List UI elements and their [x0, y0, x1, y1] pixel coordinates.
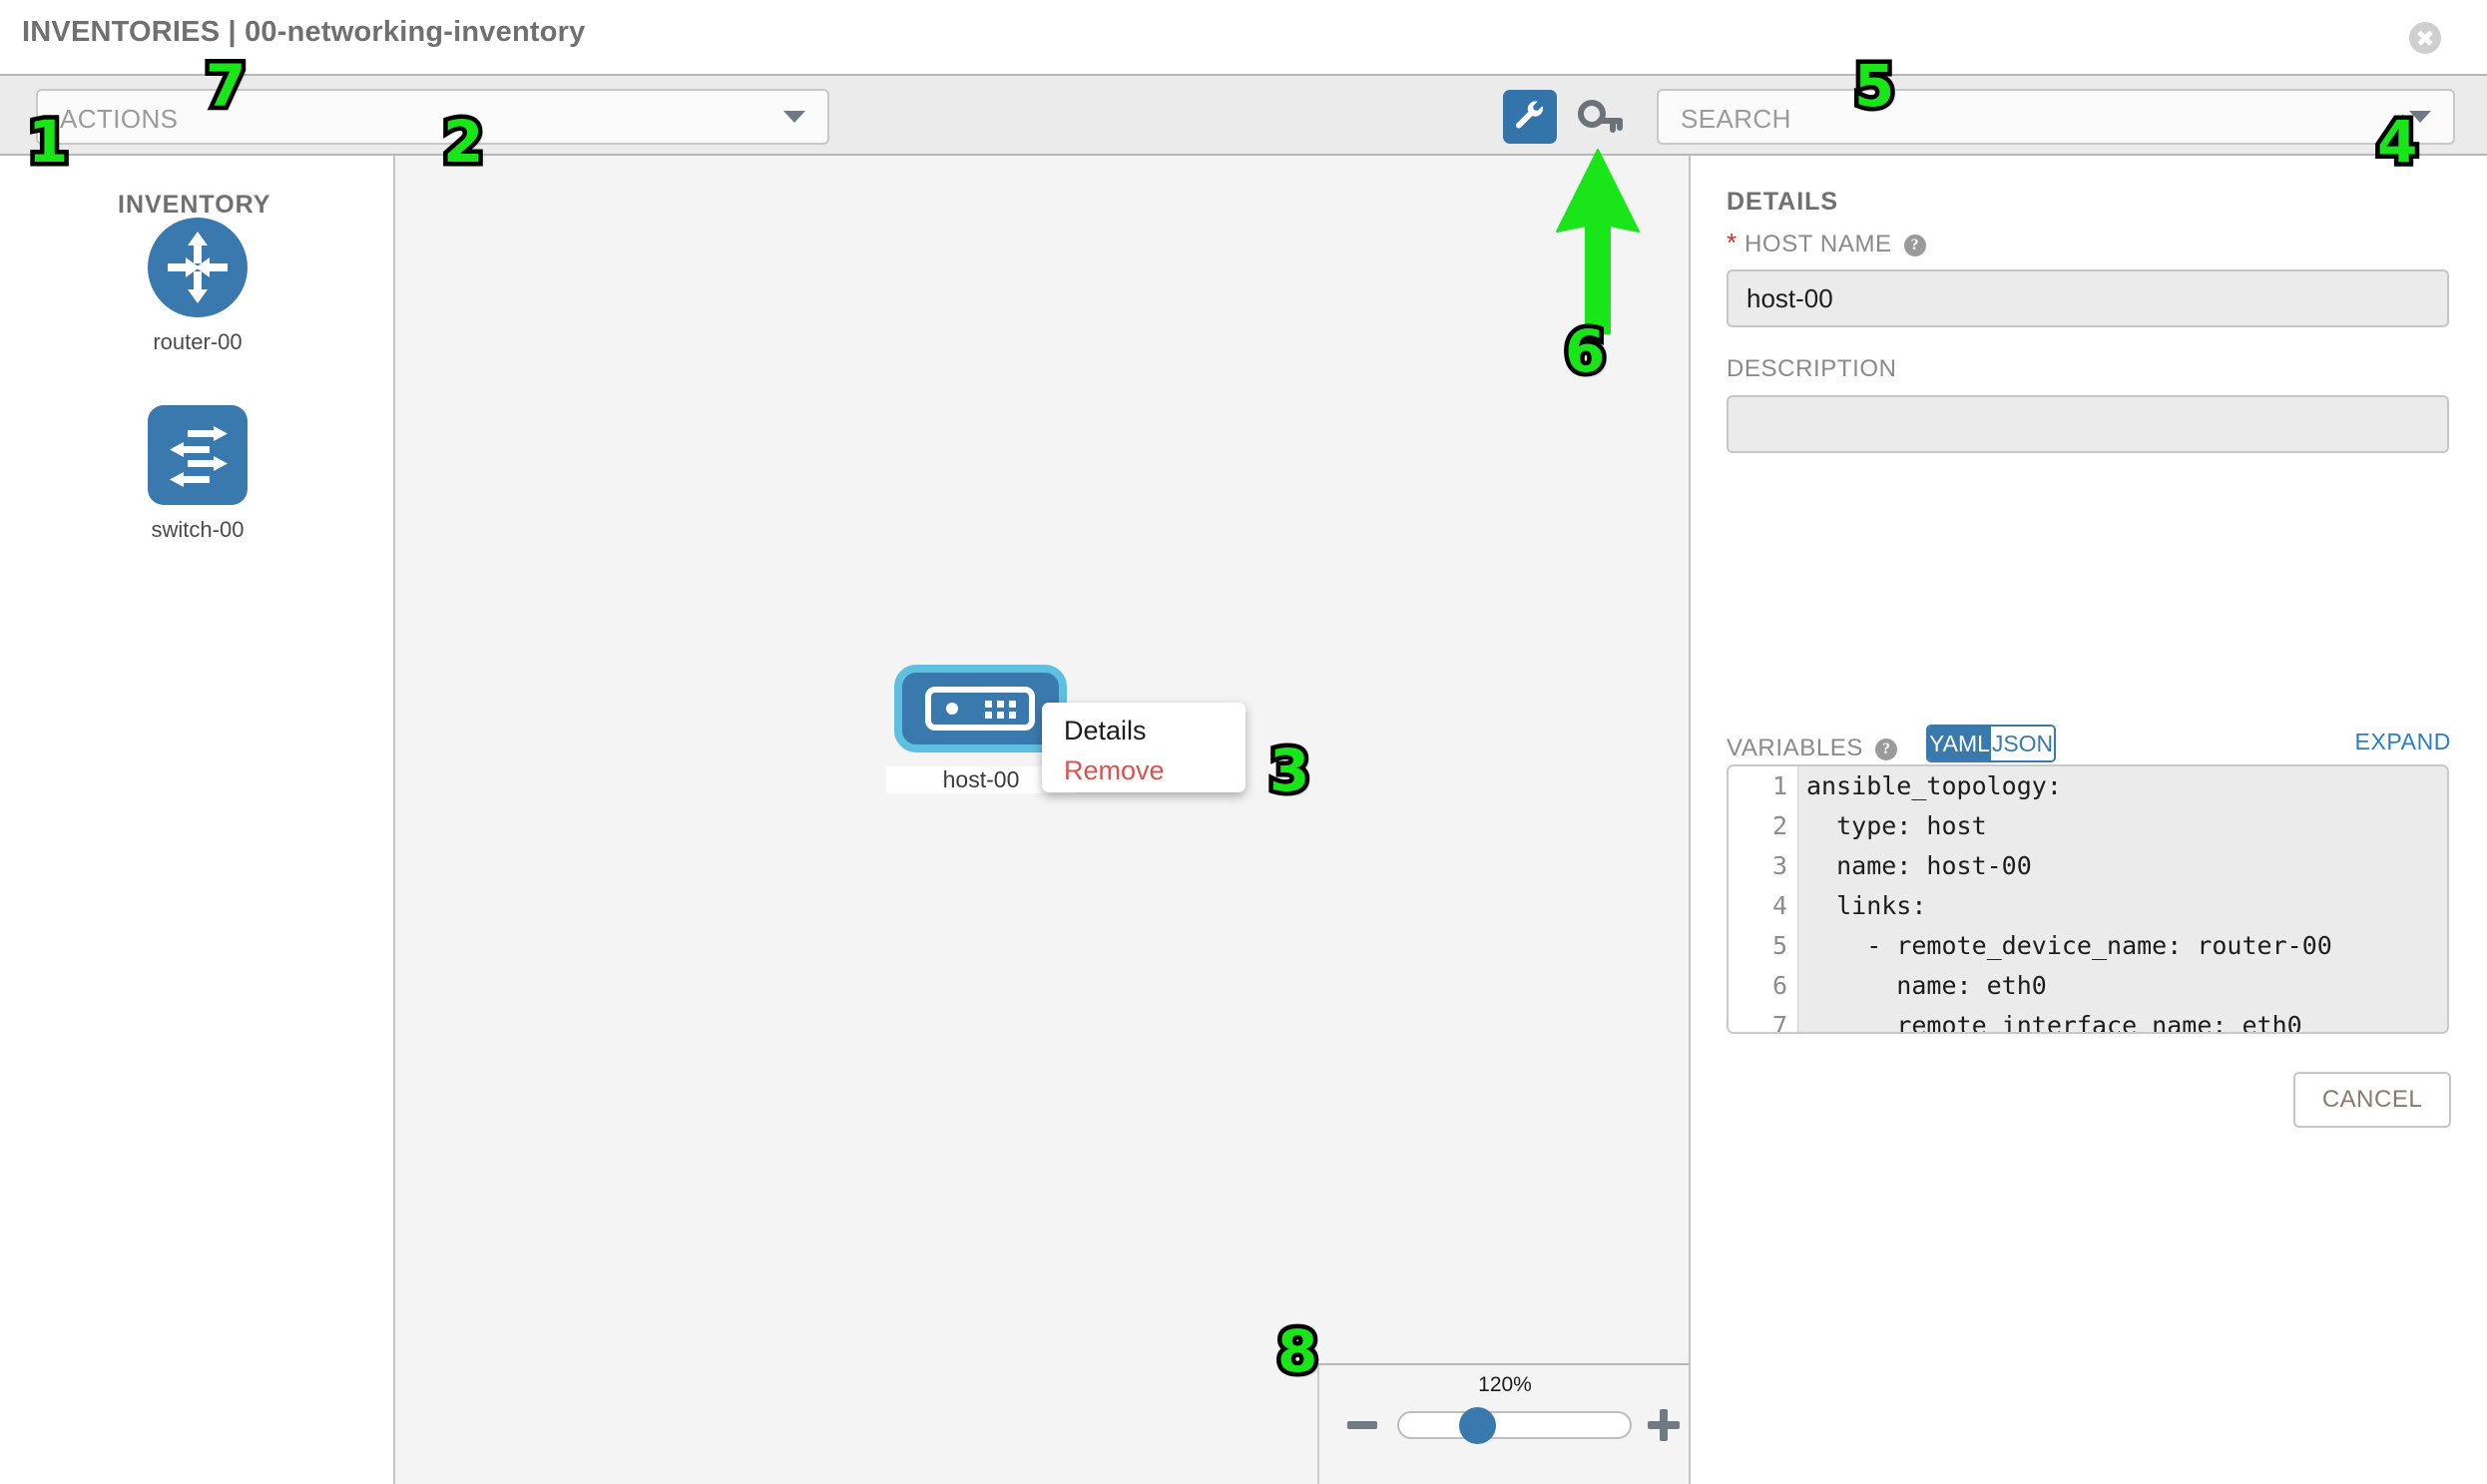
question-mark-icon[interactable]: ? [1903, 235, 1926, 256]
chevron-down-icon [783, 111, 805, 123]
expand-link[interactable]: EXPAND [2354, 729, 2451, 754]
details-panel: DETAILS * HOST NAME ? host-00 DESCRIPTIO… [1689, 156, 2487, 1484]
host-name-label-text: HOST NAME [1744, 231, 1892, 257]
host-name-field[interactable]: host-00 [1727, 269, 2449, 327]
actions-dropdown-label: ACTIONS [60, 104, 179, 134]
zoom-control-panel: 120% [1317, 1363, 1689, 1484]
inventory-heading: INVENTORY [118, 191, 271, 219]
line-number: 1 [1771, 771, 1787, 800]
code-line: type: host [1806, 811, 1987, 840]
code-line: ansible_topology: [1806, 771, 2062, 800]
page-title: INVENTORIES | 00-networking-inventory [22, 16, 586, 48]
required-asterisk: * [1727, 228, 1738, 257]
switch-icon [148, 405, 248, 505]
zoom-slider-thumb[interactable] [1459, 1407, 1496, 1444]
code-line: name: eth0 [1806, 971, 2047, 1000]
description-field[interactable] [1727, 395, 2449, 453]
details-heading: DETAILS [1727, 188, 1839, 216]
line-number: 7 [1771, 1011, 1787, 1034]
question-mark-icon[interactable]: ? [1875, 739, 1898, 760]
server-icon [925, 687, 1035, 731]
canvas-node-host[interactable] [894, 665, 1067, 752]
description-label: DESCRIPTION [1727, 355, 1897, 382]
variables-label-text: VARIABLES [1727, 735, 1864, 761]
key-icon[interactable] [1575, 92, 1627, 142]
editor-code-content[interactable]: ansible_topology: type: host name: host-… [1798, 766, 2447, 1032]
context-menu-item-remove[interactable]: Remove [1064, 755, 1165, 785]
zoom-out-button[interactable] [1347, 1421, 1377, 1429]
format-option-json[interactable]: JSON [1991, 727, 2054, 760]
line-number: 3 [1771, 851, 1787, 880]
wrench-icon[interactable] [1503, 90, 1557, 144]
window-title-bar: INVENTORIES | 00-networking-inventory [0, 0, 2487, 74]
code-line: name: host-00 [1806, 851, 2032, 880]
search-input[interactable]: SEARCH [1657, 89, 2455, 145]
code-line: remote_interface_name: eth0 [1806, 1011, 2302, 1034]
host-name-label: * HOST NAME ? [1727, 228, 1926, 258]
close-icon[interactable] [2409, 22, 2441, 54]
variables-label: VARIABLES ? [1727, 735, 1898, 762]
zoom-in-button[interactable] [1648, 1409, 1680, 1441]
actions-dropdown[interactable]: ACTIONS [36, 89, 829, 145]
node-context-menu: Details Remove [1042, 703, 1245, 792]
router-icon [148, 218, 248, 317]
search-placeholder: SEARCH [1681, 104, 1791, 134]
palette-item-label: switch-00 [151, 517, 245, 542]
line-number: 2 [1771, 811, 1787, 840]
variables-format-toggle: YAML JSON [1926, 725, 2056, 762]
palette-item-router[interactable]: router-00 [0, 218, 395, 417]
line-number: 4 [1771, 891, 1787, 920]
palette-item-switch[interactable]: switch-00 [0, 405, 395, 605]
editor-line-numbers: 1 2 3 4 5 6 7 [1729, 766, 1798, 1032]
inventory-panel: INVENTORY router-00 [0, 156, 395, 1484]
code-line: links: [1806, 891, 1927, 920]
line-number: 6 [1771, 971, 1787, 1000]
cancel-button[interactable]: CANCEL [2293, 1072, 2451, 1128]
zoom-level-label: 120% [1478, 1373, 1532, 1396]
chevron-down-icon[interactable] [2409, 111, 2431, 123]
context-menu-item-details[interactable]: Details [1064, 716, 1147, 745]
variables-editor[interactable]: 1 2 3 4 5 6 7 ansible_topology: type: ho… [1727, 764, 2449, 1034]
palette-item-label: router-00 [153, 329, 243, 354]
code-line: - remote_device_name: router-00 [1806, 931, 2332, 960]
topology-canvas[interactable]: host-00 Details Remove [395, 156, 1689, 1484]
toolbar: ACTIONS SEARCH [0, 74, 2487, 156]
format-option-yaml[interactable]: YAML [1928, 727, 1991, 760]
line-number: 5 [1771, 931, 1787, 960]
zoom-slider-track[interactable] [1397, 1411, 1632, 1439]
